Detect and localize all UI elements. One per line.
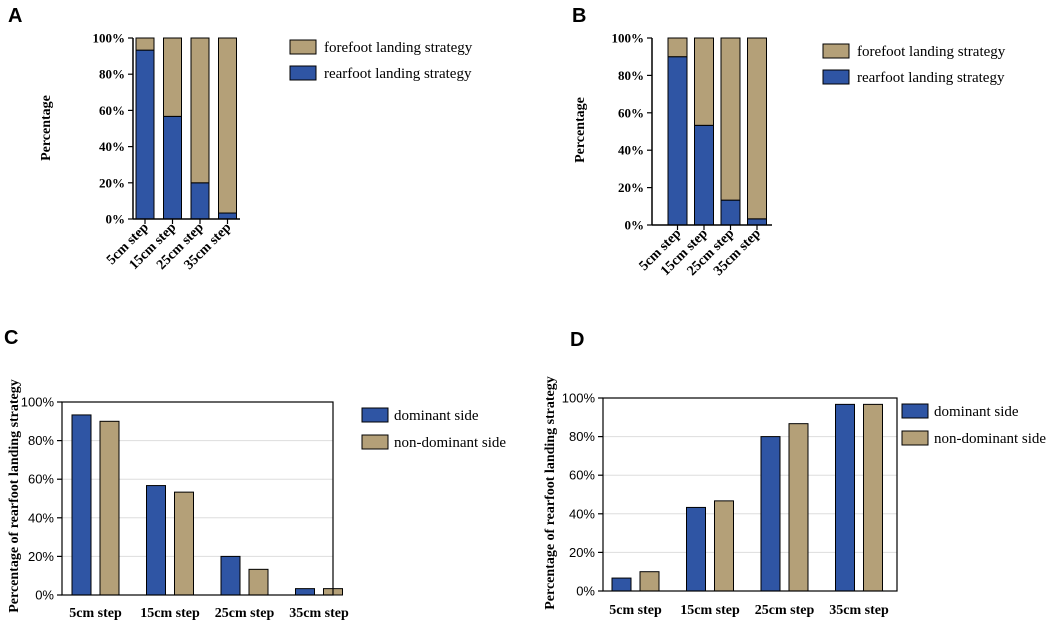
- bar-dominant-1: [146, 485, 166, 596]
- legend-swatch: [361, 407, 389, 423]
- bar-nondominant-2: [788, 423, 809, 592]
- y-axis-label: Percentage of rearfoot landing strategy: [7, 379, 22, 613]
- legend-label: dominant side: [394, 408, 479, 424]
- bar-forefoot-2: [190, 37, 210, 184]
- bar-nondominant-3: [863, 403, 883, 592]
- y-tick-label: 40%: [28, 510, 54, 525]
- y-tick-label: 100%: [612, 31, 645, 46]
- y-tick-label: 60%: [618, 105, 644, 120]
- bar-forefoot-1: [163, 37, 182, 117]
- y-tick-label: 80%: [618, 68, 644, 83]
- legend-swatch: [361, 434, 389, 450]
- plot-frame: [61, 401, 334, 596]
- y-tick-label: 100%: [562, 391, 596, 406]
- bar-nondominant-1: [174, 491, 194, 596]
- bar-rearfoot-1: [163, 115, 182, 220]
- x-tick-label: 5cm step: [69, 606, 122, 621]
- legend-label: dominant side: [934, 404, 1019, 420]
- x-tick-label: 15cm step: [140, 606, 200, 621]
- panel-letter: A: [8, 5, 22, 27]
- bar-forefoot-0: [667, 37, 688, 58]
- legend-label: non-dominant side: [934, 431, 1046, 447]
- y-tick-label: 60%: [28, 472, 54, 487]
- chart-panel-d: D 0% 20% 40% 60% 80% 100% 5cm step 15cm step 25cm…: [543, 329, 1046, 618]
- bar-dominant-0: [611, 577, 632, 592]
- bar-dominant-3: [835, 403, 855, 592]
- y-tick-label: 20%: [569, 545, 595, 560]
- y-tick-label: 60%: [569, 468, 595, 483]
- legend-swatch: [901, 403, 929, 419]
- bar-rearfoot-0: [135, 49, 155, 220]
- bar-forefoot-0: [135, 37, 155, 51]
- plot-frame: [602, 397, 898, 592]
- x-tick-label: 15cm step: [680, 603, 740, 618]
- y-tick-label: 0%: [576, 584, 595, 599]
- bar-dominant-2: [760, 436, 781, 592]
- bar-dominant-2: [220, 555, 241, 596]
- legend-label: forefoot landing strategy: [324, 40, 473, 56]
- legend-swatch: [289, 65, 317, 81]
- y-tick-label: 40%: [99, 139, 125, 154]
- legend-label: forefoot landing strategy: [857, 44, 1006, 60]
- bar-forefoot-1: [694, 37, 714, 126]
- y-tick-label: 80%: [569, 429, 595, 444]
- legend-label: rearfoot landing strategy: [857, 70, 1005, 86]
- y-axis-label: Percentage: [39, 95, 54, 161]
- y-tick-label: 100%: [21, 395, 55, 410]
- y-tick-label: 20%: [99, 175, 125, 190]
- x-tick-label: 35cm step: [289, 606, 349, 621]
- panel-letter: D: [570, 329, 584, 351]
- y-tick-label: 0%: [106, 212, 126, 227]
- x-tick-label: 25cm step: [215, 606, 275, 621]
- bar-nondominant-0: [99, 420, 120, 596]
- bar-rearfoot-3: [218, 212, 237, 220]
- bar-dominant-0: [71, 414, 92, 596]
- bar-nondominant-1: [714, 500, 734, 592]
- legend-label: non-dominant side: [394, 435, 506, 451]
- legend-swatch: [901, 430, 929, 446]
- x-tick-label: 25cm step: [755, 603, 815, 618]
- bar-forefoot-2: [720, 37, 741, 201]
- y-tick-label: 80%: [28, 433, 54, 448]
- y-axis-label: Percentage of rearfoot landing strategy: [543, 376, 558, 610]
- bar-rearfoot-2: [720, 199, 741, 226]
- bar-rearfoot-3: [747, 218, 767, 226]
- y-tick-label: 100%: [93, 31, 126, 46]
- y-tick-label: 60%: [99, 103, 125, 118]
- legend-label: rearfoot landing strategy: [324, 66, 472, 82]
- legend-swatch: [822, 43, 850, 59]
- bar-forefoot-3: [747, 37, 767, 220]
- panel-letter: B: [572, 5, 586, 27]
- bar-nondominant-2: [248, 568, 269, 596]
- y-tick-label: 40%: [569, 506, 595, 521]
- y-tick-label: 80%: [99, 67, 125, 82]
- chart-panel-c: C 0% 20% 40% 60% 80% 100% 5cm step 15cm step 25cm…: [4, 327, 506, 621]
- panel-letter: C: [4, 327, 18, 349]
- y-tick-label: 0%: [35, 588, 54, 603]
- x-tick-label: 35cm step: [829, 603, 889, 618]
- legend-swatch: [822, 69, 850, 85]
- bar-rearfoot-2: [190, 182, 210, 220]
- bar-dominant-3: [295, 588, 315, 596]
- legend-swatch: [289, 39, 317, 55]
- bar-rearfoot-1: [694, 124, 714, 226]
- bar-dominant-1: [686, 506, 706, 592]
- y-tick-label: 0%: [625, 218, 645, 233]
- y-tick-label: 40%: [618, 143, 644, 158]
- y-axis-label: Percentage: [573, 97, 588, 163]
- x-tick-label: 5cm step: [609, 603, 662, 618]
- y-tick-label: 20%: [618, 180, 644, 195]
- bar-rearfoot-0: [667, 56, 688, 226]
- bar-nondominant-0: [639, 571, 660, 592]
- bar-forefoot-3: [218, 37, 237, 214]
- y-tick-label: 20%: [28, 549, 54, 564]
